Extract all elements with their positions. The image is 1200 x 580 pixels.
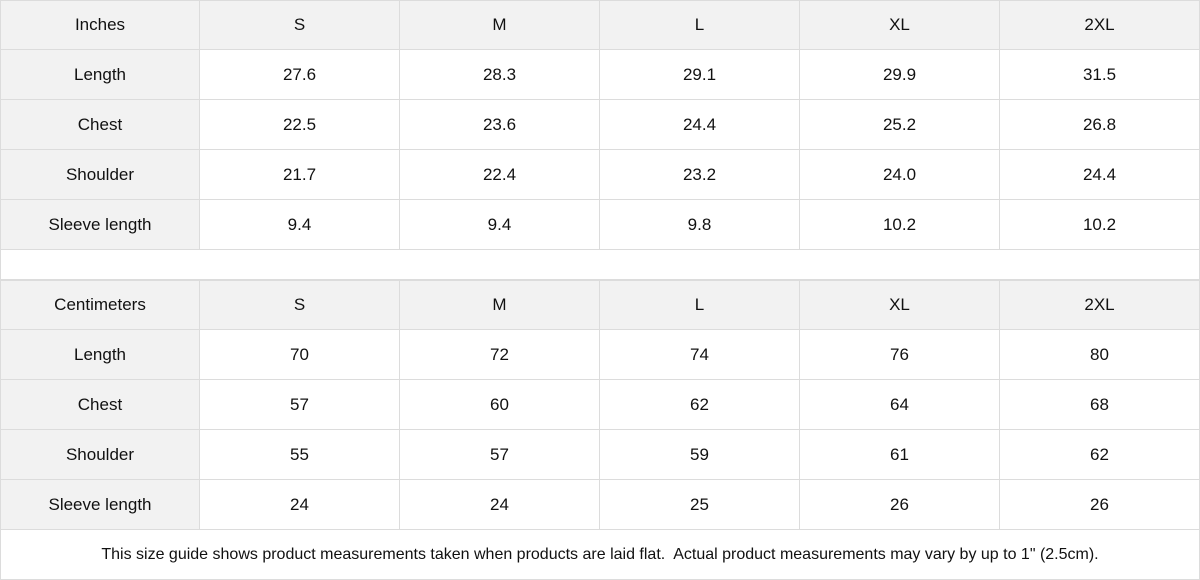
table-cell: 29.9 (800, 50, 1000, 100)
table-cell: 60 (400, 380, 600, 430)
table-cell: 9.4 (400, 200, 600, 250)
size-header: M (400, 280, 600, 330)
table-cell: 24.0 (800, 150, 1000, 200)
table-cell: 27.6 (200, 50, 400, 100)
table-cell: 74 (600, 330, 800, 380)
table-cell: 31.5 (1000, 50, 1200, 100)
size-header: S (200, 0, 400, 50)
table-cell: 23.2 (600, 150, 800, 200)
table-cell: 26 (800, 480, 1000, 530)
table-cell: 61 (800, 430, 1000, 480)
size-header: XL (800, 0, 1000, 50)
table-cell: 10.2 (800, 200, 1000, 250)
unit-header: Centimeters (0, 280, 200, 330)
table-cell: 62 (600, 380, 800, 430)
size-header: XL (800, 280, 1000, 330)
table-cell: 24 (200, 480, 400, 530)
row-label: Chest (0, 380, 200, 430)
size-header: 2XL (1000, 280, 1200, 330)
table-cell: 70 (200, 330, 400, 380)
size-header: M (400, 0, 600, 50)
table-cell: 76 (800, 330, 1000, 380)
size-header: 2XL (1000, 0, 1200, 50)
size-table-centimeters: Centimeters S M L XL 2XL Length 70 72 74 76 80 Chest… (0, 280, 1200, 530)
row-label: Chest (0, 100, 200, 150)
row-label: Sleeve length (0, 480, 200, 530)
table-cell: 21.7 (200, 150, 400, 200)
table-cell: 80 (1000, 330, 1200, 380)
size-guide-note: This size guide shows product measuremen… (0, 530, 1200, 580)
table-cell: 24.4 (600, 100, 800, 150)
row-label: Shoulder (0, 430, 200, 480)
table-cell: 26 (1000, 480, 1200, 530)
size-header: L (600, 0, 800, 50)
table-cell: 24 (400, 480, 600, 530)
table-cell: 68 (1000, 380, 1200, 430)
table-cell: 9.4 (200, 200, 400, 250)
table-cell: 57 (400, 430, 600, 480)
row-label: Shoulder (0, 150, 200, 200)
table-cell: 62 (1000, 430, 1200, 480)
table-cell: 23.6 (400, 100, 600, 150)
table-cell: 25.2 (800, 100, 1000, 150)
table-cell: 29.1 (600, 50, 800, 100)
table-cell: 59 (600, 430, 800, 480)
row-label: Sleeve length (0, 200, 200, 250)
table-cell: 57 (200, 380, 400, 430)
table-cell: 9.8 (600, 200, 800, 250)
size-header: S (200, 280, 400, 330)
table-cell: 22.5 (200, 100, 400, 150)
table-cell: 25 (600, 480, 800, 530)
size-table-inches: Inches S M L XL 2XL Length 27.6 28.3 29.1 29.9 31.5… (0, 0, 1200, 250)
size-header: L (600, 280, 800, 330)
table-cell: 24.4 (1000, 150, 1200, 200)
row-label: Length (0, 50, 200, 100)
unit-header: Inches (0, 0, 200, 50)
table-cell: 64 (800, 380, 1000, 430)
row-label: Length (0, 330, 200, 380)
table-cell: 26.8 (1000, 100, 1200, 150)
table-spacer (0, 250, 1200, 280)
table-cell: 55 (200, 430, 400, 480)
table-cell: 72 (400, 330, 600, 380)
table-cell: 10.2 (1000, 200, 1200, 250)
table-cell: 28.3 (400, 50, 600, 100)
table-cell: 22.4 (400, 150, 600, 200)
